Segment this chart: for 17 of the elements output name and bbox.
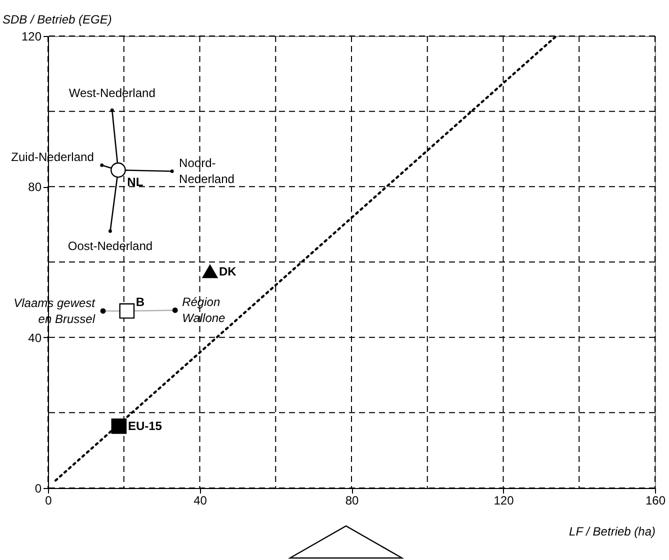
x-tick-label: 120 [494,494,514,508]
annotation: Oost-Nederland [68,239,153,254]
y-tick-label: 80 [28,180,42,194]
x-tick-label: 80 [345,494,359,508]
y-tick-label: 0 [34,482,42,496]
x-tick-label: 40 [194,494,208,508]
x-axis-title: LF / Betrieb (ha) [569,524,656,538]
x-tick-label: 160 [645,494,666,508]
y-axis-title: SDB / Betrieb (EGE) [2,12,112,26]
series-label: DK [218,264,237,278]
series-label: NL [127,175,144,190]
x-tick-label: 0 [45,494,52,508]
y-tick-label: 120 [21,30,42,44]
series-label: EU-15 [128,419,162,434]
y-tick-label: 40 [28,330,42,345]
series-label: B [136,294,145,309]
annotation: West-Nederland [68,86,156,100]
